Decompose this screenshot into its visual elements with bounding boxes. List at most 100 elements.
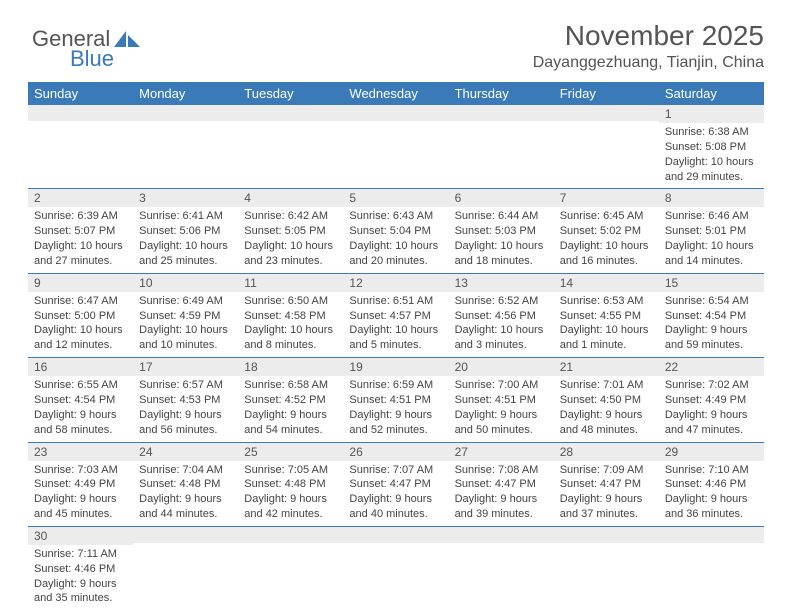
- sunset-text: Sunset: 4:47 PM: [455, 477, 548, 492]
- day-number: 9: [28, 274, 133, 292]
- calendar-week-row: 16Sunrise: 6:55 AMSunset: 4:54 PMDayligh…: [28, 358, 764, 442]
- day-details: Sunrise: 7:00 AMSunset: 4:51 PMDaylight:…: [449, 376, 554, 441]
- sunset-text: Sunset: 5:07 PM: [34, 224, 127, 239]
- location-subtitle: Dayanggezhuang, Tianjin, China: [28, 54, 764, 72]
- day-details: [343, 121, 448, 177]
- day-number: 4: [238, 189, 343, 207]
- sunrise-text: Sunrise: 6:59 AM: [349, 378, 442, 393]
- daylight-text: Daylight: 10 hours and 25 minutes.: [139, 239, 232, 269]
- day-details: Sunrise: 6:59 AMSunset: 4:51 PMDaylight:…: [343, 376, 448, 441]
- calendar-cell: 7Sunrise: 6:45 AMSunset: 5:02 PMDaylight…: [554, 189, 659, 273]
- day-number: 2: [28, 189, 133, 207]
- day-number: 15: [659, 274, 764, 292]
- day-number: 29: [659, 443, 764, 461]
- sunset-text: Sunset: 4:49 PM: [34, 477, 127, 492]
- sunset-text: Sunset: 5:00 PM: [34, 309, 127, 324]
- day-details: Sunrise: 7:08 AMSunset: 4:47 PMDaylight:…: [449, 461, 554, 526]
- calendar-cell: [554, 526, 659, 610]
- sunrise-text: Sunrise: 6:47 AM: [34, 294, 127, 309]
- day-details: Sunrise: 7:10 AMSunset: 4:46 PMDaylight:…: [659, 461, 764, 526]
- day-number: 7: [554, 189, 659, 207]
- sunrise-text: Sunrise: 6:55 AM: [34, 378, 127, 393]
- daylight-text: Daylight: 10 hours and 8 minutes.: [244, 323, 337, 353]
- sunrise-text: Sunrise: 6:42 AM: [244, 209, 337, 224]
- sunset-text: Sunset: 4:46 PM: [34, 562, 127, 577]
- sunset-text: Sunset: 4:57 PM: [349, 309, 442, 324]
- daylight-text: Daylight: 9 hours and 39 minutes.: [455, 492, 548, 522]
- day-details: Sunrise: 6:52 AMSunset: 4:56 PMDaylight:…: [449, 292, 554, 357]
- day-number: [238, 527, 343, 543]
- day-details: [659, 543, 764, 599]
- sunset-text: Sunset: 4:51 PM: [455, 393, 548, 408]
- day-number: 16: [28, 358, 133, 376]
- sunrise-text: Sunrise: 6:46 AM: [665, 209, 758, 224]
- day-details: Sunrise: 6:45 AMSunset: 5:02 PMDaylight:…: [554, 207, 659, 272]
- day-number: 20: [449, 358, 554, 376]
- day-number: 6: [449, 189, 554, 207]
- daylight-text: Daylight: 9 hours and 52 minutes.: [349, 408, 442, 438]
- calendar-cell: 10Sunrise: 6:49 AMSunset: 4:59 PMDayligh…: [133, 273, 238, 357]
- calendar-cell: [343, 105, 448, 189]
- sunrise-text: Sunrise: 6:58 AM: [244, 378, 337, 393]
- daylight-text: Daylight: 10 hours and 10 minutes.: [139, 323, 232, 353]
- day-number: [28, 105, 133, 121]
- sunset-text: Sunset: 4:54 PM: [665, 309, 758, 324]
- day-details: [554, 543, 659, 599]
- day-details: Sunrise: 6:54 AMSunset: 4:54 PMDaylight:…: [659, 292, 764, 357]
- day-number: [238, 105, 343, 121]
- day-number: 13: [449, 274, 554, 292]
- calendar-cell: 26Sunrise: 7:07 AMSunset: 4:47 PMDayligh…: [343, 442, 448, 526]
- day-number: 24: [133, 443, 238, 461]
- sunrise-text: Sunrise: 6:43 AM: [349, 209, 442, 224]
- calendar-cell: [238, 526, 343, 610]
- day-number: 18: [238, 358, 343, 376]
- sunset-text: Sunset: 4:48 PM: [244, 477, 337, 492]
- day-details: Sunrise: 6:38 AMSunset: 5:08 PMDaylight:…: [659, 123, 764, 188]
- calendar-cell: 16Sunrise: 6:55 AMSunset: 4:54 PMDayligh…: [28, 358, 133, 442]
- day-number: [343, 527, 448, 543]
- day-number: 14: [554, 274, 659, 292]
- sunrise-text: Sunrise: 7:01 AM: [560, 378, 653, 393]
- sunrise-text: Sunrise: 6:49 AM: [139, 294, 232, 309]
- calendar-cell: 30Sunrise: 7:11 AMSunset: 4:46 PMDayligh…: [28, 526, 133, 610]
- daylight-text: Daylight: 9 hours and 35 minutes.: [34, 577, 127, 607]
- sunrise-text: Sunrise: 6:41 AM: [139, 209, 232, 224]
- sunset-text: Sunset: 4:50 PM: [560, 393, 653, 408]
- calendar-cell: 6Sunrise: 6:44 AMSunset: 5:03 PMDaylight…: [449, 189, 554, 273]
- day-number: 22: [659, 358, 764, 376]
- calendar-cell: [449, 105, 554, 189]
- day-details: Sunrise: 6:43 AMSunset: 5:04 PMDaylight:…: [343, 207, 448, 272]
- calendar-cell: 13Sunrise: 6:52 AMSunset: 4:56 PMDayligh…: [449, 273, 554, 357]
- day-details: Sunrise: 6:55 AMSunset: 4:54 PMDaylight:…: [28, 376, 133, 441]
- weekday-header: Tuesday: [238, 82, 343, 105]
- calendar-cell: 27Sunrise: 7:08 AMSunset: 4:47 PMDayligh…: [449, 442, 554, 526]
- sunset-text: Sunset: 4:53 PM: [139, 393, 232, 408]
- sunrise-text: Sunrise: 6:38 AM: [665, 125, 758, 140]
- sunrise-text: Sunrise: 7:05 AM: [244, 463, 337, 478]
- sunset-text: Sunset: 5:02 PM: [560, 224, 653, 239]
- day-number: [133, 105, 238, 121]
- daylight-text: Daylight: 9 hours and 37 minutes.: [560, 492, 653, 522]
- logo-text-b: Blue: [70, 46, 114, 72]
- sunset-text: Sunset: 5:05 PM: [244, 224, 337, 239]
- weekday-header: Saturday: [659, 82, 764, 105]
- sunset-text: Sunset: 5:03 PM: [455, 224, 548, 239]
- sunrise-text: Sunrise: 7:00 AM: [455, 378, 548, 393]
- daylight-text: Daylight: 10 hours and 3 minutes.: [455, 323, 548, 353]
- daylight-text: Daylight: 10 hours and 18 minutes.: [455, 239, 548, 269]
- calendar-cell: [28, 105, 133, 189]
- sunrise-text: Sunrise: 7:10 AM: [665, 463, 758, 478]
- weekday-header: Friday: [554, 82, 659, 105]
- day-details: [133, 543, 238, 599]
- sunrise-text: Sunrise: 6:45 AM: [560, 209, 653, 224]
- calendar-cell: 2Sunrise: 6:39 AMSunset: 5:07 PMDaylight…: [28, 189, 133, 273]
- daylight-text: Daylight: 9 hours and 59 minutes.: [665, 323, 758, 353]
- sunset-text: Sunset: 4:48 PM: [139, 477, 232, 492]
- calendar-cell: 11Sunrise: 6:50 AMSunset: 4:58 PMDayligh…: [238, 273, 343, 357]
- calendar-cell: 29Sunrise: 7:10 AMSunset: 4:46 PMDayligh…: [659, 442, 764, 526]
- day-details: Sunrise: 6:53 AMSunset: 4:55 PMDaylight:…: [554, 292, 659, 357]
- sunrise-text: Sunrise: 7:11 AM: [34, 547, 127, 562]
- daylight-text: Daylight: 9 hours and 54 minutes.: [244, 408, 337, 438]
- daylight-text: Daylight: 10 hours and 27 minutes.: [34, 239, 127, 269]
- sunrise-text: Sunrise: 6:51 AM: [349, 294, 442, 309]
